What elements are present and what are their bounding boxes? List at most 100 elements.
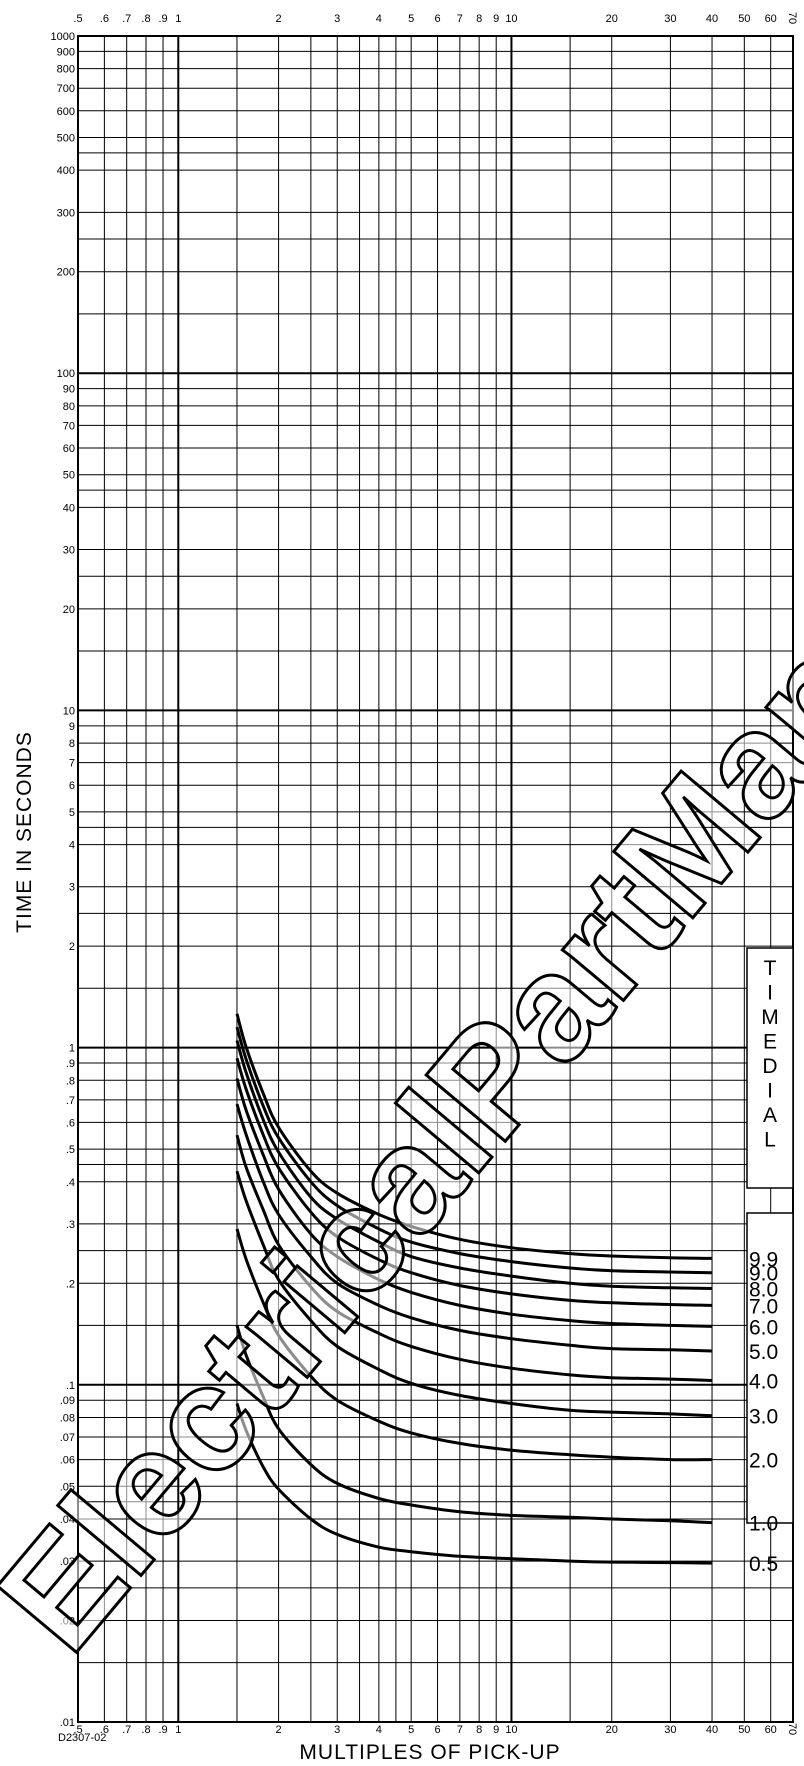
y-tick-label: 1 [69, 1043, 75, 1055]
y-tick-label: 6 [69, 780, 75, 792]
x-tick-label: 30 [664, 13, 676, 25]
dial-label: 3.0 [749, 1406, 778, 1429]
dial-label: 9.0 [749, 1263, 778, 1286]
y-tick-label: 80 [63, 401, 75, 413]
y-tick-label: 3 [69, 882, 75, 894]
grid [77, 35, 794, 1723]
y-axis-label: TIME IN SECONDS [13, 731, 36, 933]
y-tick-label: 9 [69, 721, 75, 733]
y-tick-label: .5 [66, 1144, 75, 1156]
x-tick-label: 6 [434, 1724, 440, 1736]
watermark: ElectricalPartManuals [0, 378, 804, 1680]
x-tick-label: 7 [457, 1724, 463, 1736]
y-tick-label: .05 [60, 1481, 75, 1493]
legend-title-letter: E [763, 1031, 777, 1054]
y-tick-label: 5 [69, 807, 75, 819]
y-tick-label: .03 [60, 1556, 75, 1568]
y-tick-label: 4 [69, 840, 75, 852]
y-tick-label: .6 [66, 1117, 75, 1129]
dial-label: 1.0 [749, 1513, 778, 1536]
y-tick-label: .01 [60, 1717, 75, 1729]
x-tick-label: .5 [73, 1724, 82, 1736]
y-tick-label: 600 [57, 106, 75, 118]
x-tick-label: .8 [141, 13, 150, 25]
x-tick-label: 9 [493, 1724, 499, 1736]
y-tick-label: 10 [63, 705, 75, 717]
x-tick-label: 10 [505, 13, 517, 25]
legend-title-letter: I [767, 982, 773, 1005]
legend-title-letter: A [763, 1104, 777, 1127]
legend-title-letter: D [762, 1055, 777, 1078]
curve-dial-2.0 [235, 1228, 713, 1462]
x-tick-label: .9 [158, 13, 167, 25]
y-tick-label: 60 [63, 443, 75, 455]
curve-dial-9.0 [235, 1026, 713, 1275]
drawing-number: D2307-02 [58, 1732, 106, 1744]
y-tick-label: .9 [66, 1058, 75, 1070]
x-tick-label: .8 [141, 1724, 150, 1736]
curve-dial-3.0 [235, 1170, 713, 1418]
y-tick-label: 400 [57, 165, 75, 177]
x-tick-label: 40 [706, 13, 718, 25]
y-tick-label: 90 [63, 384, 75, 396]
x-axis-label: MULTIPLES OF PICK-UP [299, 1741, 560, 1764]
x-tick-label: 7 [457, 13, 463, 25]
y-tick-label: .08 [60, 1412, 75, 1424]
x-tick-label: .9 [158, 1724, 167, 1736]
y-tick-label: 40 [63, 502, 75, 514]
curve-dial-6.0 [235, 1078, 713, 1328]
y-tick-label: .09 [60, 1395, 75, 1407]
x-tick-label: 50 [738, 1724, 750, 1736]
x-tick-label: 70 [786, 1723, 798, 1735]
y-tick-label: 70 [63, 420, 75, 432]
x-tick-labels-top: .5 .6 .7 .8 .9 1 2 3 4 5 6 7 8 9 10 20 30 40 50 60 70 [73, 12, 798, 25]
y-tick-label: 20 [63, 604, 75, 616]
x-tick-label: .6 [100, 13, 109, 25]
curve-dial-4.0 [235, 1134, 713, 1382]
legend-title-letter: I [767, 1080, 773, 1103]
y-tick-label: 50 [63, 470, 75, 482]
x-tick-label: 6 [434, 13, 440, 25]
y-tick-label: 300 [57, 207, 75, 219]
x-tick-label: 60 [765, 13, 777, 25]
x-tick-label: 60 [765, 1724, 777, 1736]
legend-title-letter: L [764, 1129, 776, 1152]
dial-label: 0.5 [749, 1553, 778, 1576]
y-tick-label: .04 [60, 1514, 75, 1526]
y-tick-label: .8 [66, 1075, 75, 1087]
y-tick-label: .06 [60, 1455, 75, 1467]
curve-dial-5.0 [235, 1103, 713, 1353]
y-tick-label: 1000 [51, 31, 75, 43]
x-tick-label: 9 [493, 13, 499, 25]
y-tick-label: 800 [57, 64, 75, 76]
x-tick-label: 2 [276, 13, 282, 25]
dial-label: 5.0 [749, 1341, 778, 1364]
dial-label: 9.9 [749, 1248, 778, 1271]
curves [235, 1013, 713, 1565]
y-tick-label: 700 [57, 83, 75, 95]
x-tick-label: 3 [334, 1724, 340, 1736]
dial-labels: 9.99.08.07.06.05.0 4.0 3.0 2.0 1.0 0.5 [749, 1248, 778, 1576]
y-tick-label: 30 [63, 545, 75, 557]
x-tick-label: 8 [476, 13, 482, 25]
dial-label: 6.0 [749, 1316, 778, 1339]
y-tick-label: 7 [69, 758, 75, 770]
y-tick-label: .07 [60, 1432, 75, 1444]
y-tick-label: 200 [57, 267, 75, 279]
y-tick-label: 2 [69, 941, 75, 953]
x-tick-label: 4 [376, 13, 382, 25]
x-tick-label: .5 [73, 13, 82, 25]
y-tick-label: .4 [66, 1177, 75, 1189]
curve-dial-0.5 [235, 1403, 713, 1565]
y-tick-label: 8 [69, 738, 75, 750]
x-tick-label: .6 [100, 1724, 109, 1736]
x-tick-label: 5 [408, 13, 414, 25]
curve-dial-9.9 [235, 1013, 713, 1260]
y-tick-label: .2 [66, 1278, 75, 1290]
dial-label: 8.0 [749, 1279, 778, 1302]
x-tick-label: 4 [376, 1724, 382, 1736]
y-tick-label: .3 [66, 1219, 75, 1231]
